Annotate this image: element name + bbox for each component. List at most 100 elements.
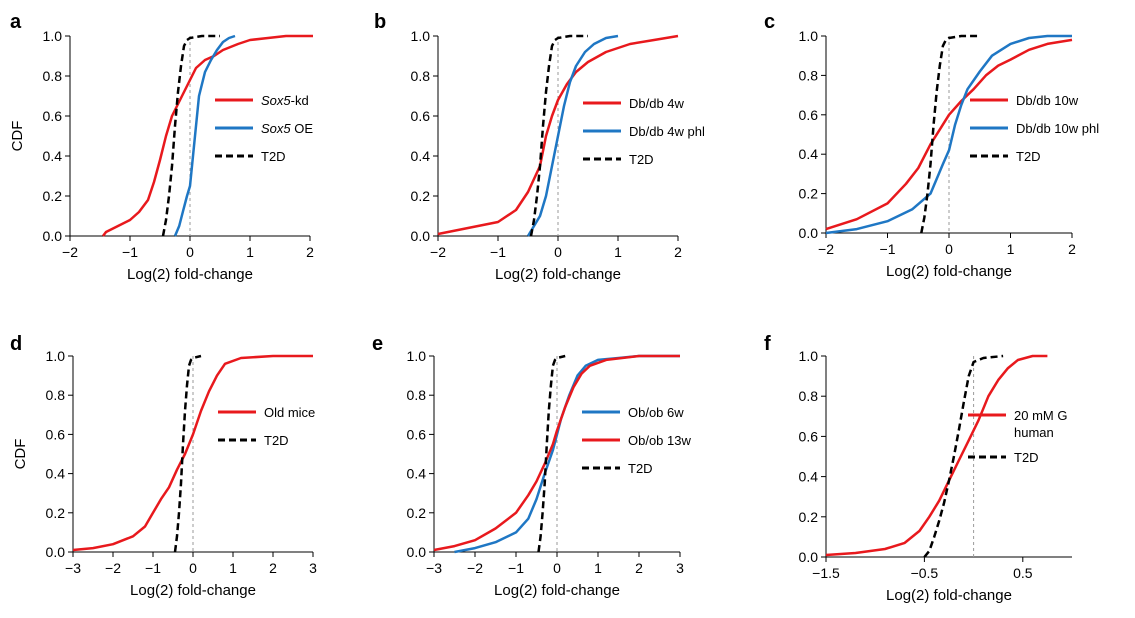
legend: Db/db 4w Db/db 4w phl T2D [583, 96, 705, 167]
y-tick-label: 0.2 [407, 505, 427, 521]
y-tick-label: 1.0 [43, 28, 63, 44]
x-tick-label: −3 [426, 560, 442, 576]
y-tick-label: 0.6 [43, 108, 63, 124]
y-tick-label: 0.2 [43, 188, 63, 204]
x-tick-label: −1 [880, 241, 896, 257]
x-axis-title: Log(2) fold-change [495, 266, 621, 283]
legend-label: Db/db 10w [1016, 93, 1079, 108]
x-tick-label: −1 [122, 244, 138, 260]
legend-label: T2D [628, 461, 653, 476]
panel-letter: f [764, 333, 771, 355]
panel-e: e 0.0 0.2 0.4 0.6 0.8 1.0 −3 −2 −1 0 1 2 3 Log(2) fold… [372, 333, 691, 599]
y-tick-label: 0.0 [411, 228, 431, 244]
legend-label: T2D [1014, 450, 1039, 465]
legend-label: Db/db 4w phl [629, 124, 705, 139]
y-tick-label: 0.0 [43, 228, 63, 244]
legend-label: Ob/ob 13w [628, 433, 691, 448]
x-tick-label: 0.5 [1013, 565, 1033, 581]
y-tick-label: 0.4 [411, 148, 431, 164]
x-tick-label: −0.5 [911, 565, 939, 581]
y-tick-label: 0.2 [46, 505, 66, 521]
legend-label: T2D [629, 152, 654, 167]
y-tick-label: 0.0 [46, 544, 66, 560]
panel-letter: e [372, 333, 383, 355]
x-tick-label: −2 [62, 244, 78, 260]
y-tick-label: 0.4 [799, 469, 819, 485]
y-tick-label: 0.4 [799, 146, 819, 162]
legend-label: Db/db 4w [629, 96, 685, 111]
legend-label: T2D [1016, 149, 1041, 164]
legend-label: Sox5-kd [261, 93, 309, 108]
panel-letter: c [764, 11, 775, 33]
x-tick-label: 2 [674, 244, 682, 260]
legend-label: T2D [261, 149, 286, 164]
x-tick-label: −2 [818, 241, 834, 257]
y-tick-label: 0.8 [799, 67, 819, 83]
x-tick-label: 3 [309, 560, 317, 576]
y-tick-label: 0.6 [46, 426, 66, 442]
y-tick-label: 0.4 [407, 466, 427, 482]
y-tick-label: 0.2 [411, 188, 431, 204]
y-tick-label: 0.8 [43, 68, 63, 84]
legend: Sox5-kd Sox5 OE T2D [215, 93, 313, 164]
y-tick-label: 0.6 [407, 426, 427, 442]
x-tick-label: 1 [614, 244, 622, 260]
panel-letter: b [374, 11, 386, 33]
x-axis-title: Log(2) fold-change [886, 587, 1012, 604]
legend-label: Ob/ob 6w [628, 405, 684, 420]
x-tick-label: −1 [490, 244, 506, 260]
x-tick-label: 2 [269, 560, 277, 576]
x-tick-label: 0 [554, 244, 562, 260]
x-tick-label: 2 [1068, 241, 1076, 257]
x-tick-label: −3 [65, 560, 81, 576]
y-tick-label: 1.0 [46, 348, 66, 364]
legend-label: Db/db 10w phl [1016, 121, 1099, 136]
y-tick-label: 1.0 [407, 348, 427, 364]
panel-letter: d [10, 333, 22, 355]
y-tick-label: 1.0 [411, 28, 431, 44]
x-tick-label: 2 [306, 244, 314, 260]
panel-letter: a [10, 11, 22, 33]
x-tick-label: 1 [246, 244, 254, 260]
y-tick-label: 0.8 [411, 68, 431, 84]
y-tick-label: 0.0 [407, 544, 427, 560]
x-tick-label: −2 [430, 244, 446, 260]
series-line-t2d [531, 36, 588, 236]
panel-c: c 0.0 0.2 0.4 0.6 0.8 1.0 −2 −1 0 1 2 Log(2) fold-ch… [764, 11, 1099, 280]
y-tick-label: 0.8 [799, 388, 819, 404]
x-tick-label: −2 [467, 560, 483, 576]
legend-label: Sox5 OE [261, 121, 313, 136]
x-tick-label: 0 [945, 241, 953, 257]
x-tick-label: 0 [189, 560, 197, 576]
x-tick-label: 0 [553, 560, 561, 576]
x-axis-title: Log(2) fold-change [127, 266, 253, 283]
panel-d: d 0.0 0.2 0.4 0.6 0.8 1.0 −3 −2 −1 0 1 2 3 Log(2) fold… [10, 333, 317, 599]
x-tick-label: 1 [229, 560, 237, 576]
y-tick-label: 0.4 [46, 466, 66, 482]
x-tick-label: 0 [186, 244, 194, 260]
y-tick-label: 0.6 [799, 107, 819, 123]
y-tick-label: 0.8 [407, 387, 427, 403]
x-tick-label: −1 [508, 560, 524, 576]
series-line-t2d [163, 36, 220, 236]
y-tick-label: 0.4 [43, 148, 63, 164]
series-line-t2d [175, 356, 201, 552]
legend: Ob/ob 6w Ob/ob 13w T2D [582, 405, 691, 476]
x-tick-label: −1.5 [812, 565, 840, 581]
x-tick-label: 1 [594, 560, 602, 576]
y-tick-label: 0.6 [799, 428, 819, 444]
series-line-t2d [921, 36, 980, 233]
panel-a: a 0.0 0.2 0.4 0.6 0.8 1.0 −2 −1 0 1 2 Log(2) fold-ch… [9, 11, 314, 283]
legend: 20 mM Ghuman T2D [968, 408, 1067, 465]
x-axis-title: Log(2) fold-change [130, 582, 256, 599]
x-tick-label: 1 [1007, 241, 1015, 257]
series-line-sox5-oe [175, 36, 235, 236]
y-tick-label: 0.2 [799, 509, 819, 525]
legend: Db/db 10w Db/db 10w phl T2D [970, 93, 1099, 164]
y-tick-label: 0.2 [799, 186, 819, 202]
y-axis-title: CDF [9, 121, 26, 152]
panel-b: b 0.0 0.2 0.4 0.6 0.8 1.0 −2 −1 0 1 2 Log(2) fold-ch… [374, 11, 705, 283]
